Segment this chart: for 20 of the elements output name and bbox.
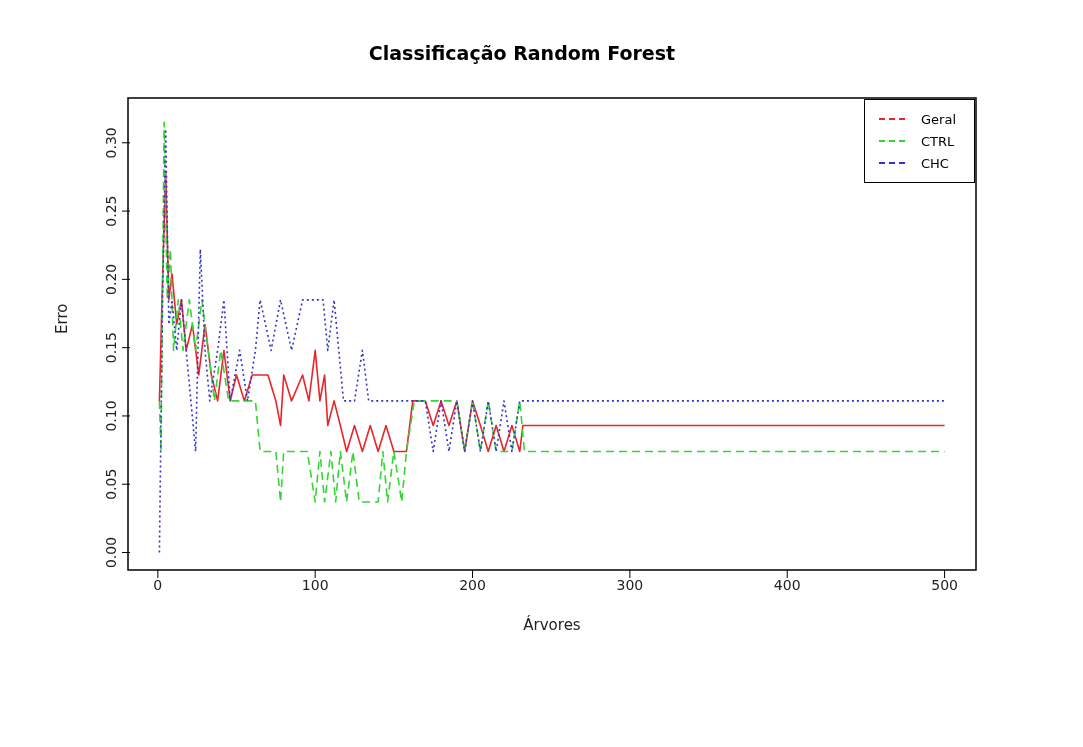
x-axis-title: Árvores <box>523 615 581 634</box>
x-tick-label: 300 <box>616 576 644 593</box>
y-tick-label: 0.00 <box>103 536 119 569</box>
line-series <box>158 172 946 453</box>
y-tick-label: 0.20 <box>103 263 119 295</box>
x-tick-label: 400 <box>773 576 801 593</box>
x-tick-label: 200 <box>459 576 486 593</box>
legend-label: Geral <box>921 111 956 127</box>
y-tick-label: 0.05 <box>103 468 119 500</box>
y-tick-label: 0.15 <box>103 332 119 364</box>
y-tick-label: 0.25 <box>103 195 119 227</box>
legend-label: CHC <box>921 155 949 171</box>
y-tick-label: 0.30 <box>103 127 119 159</box>
y-axis-title: Erro <box>53 303 72 334</box>
x-tick-label: 0 <box>153 576 163 593</box>
x-tick-label: 500 <box>931 576 958 593</box>
x-tick-label: 100 <box>301 576 329 593</box>
chart-title: Classificação Random Forest <box>367 42 677 64</box>
y-tick-label: 0.10 <box>103 400 119 432</box>
legend-label: CTRL <box>921 133 955 149</box>
